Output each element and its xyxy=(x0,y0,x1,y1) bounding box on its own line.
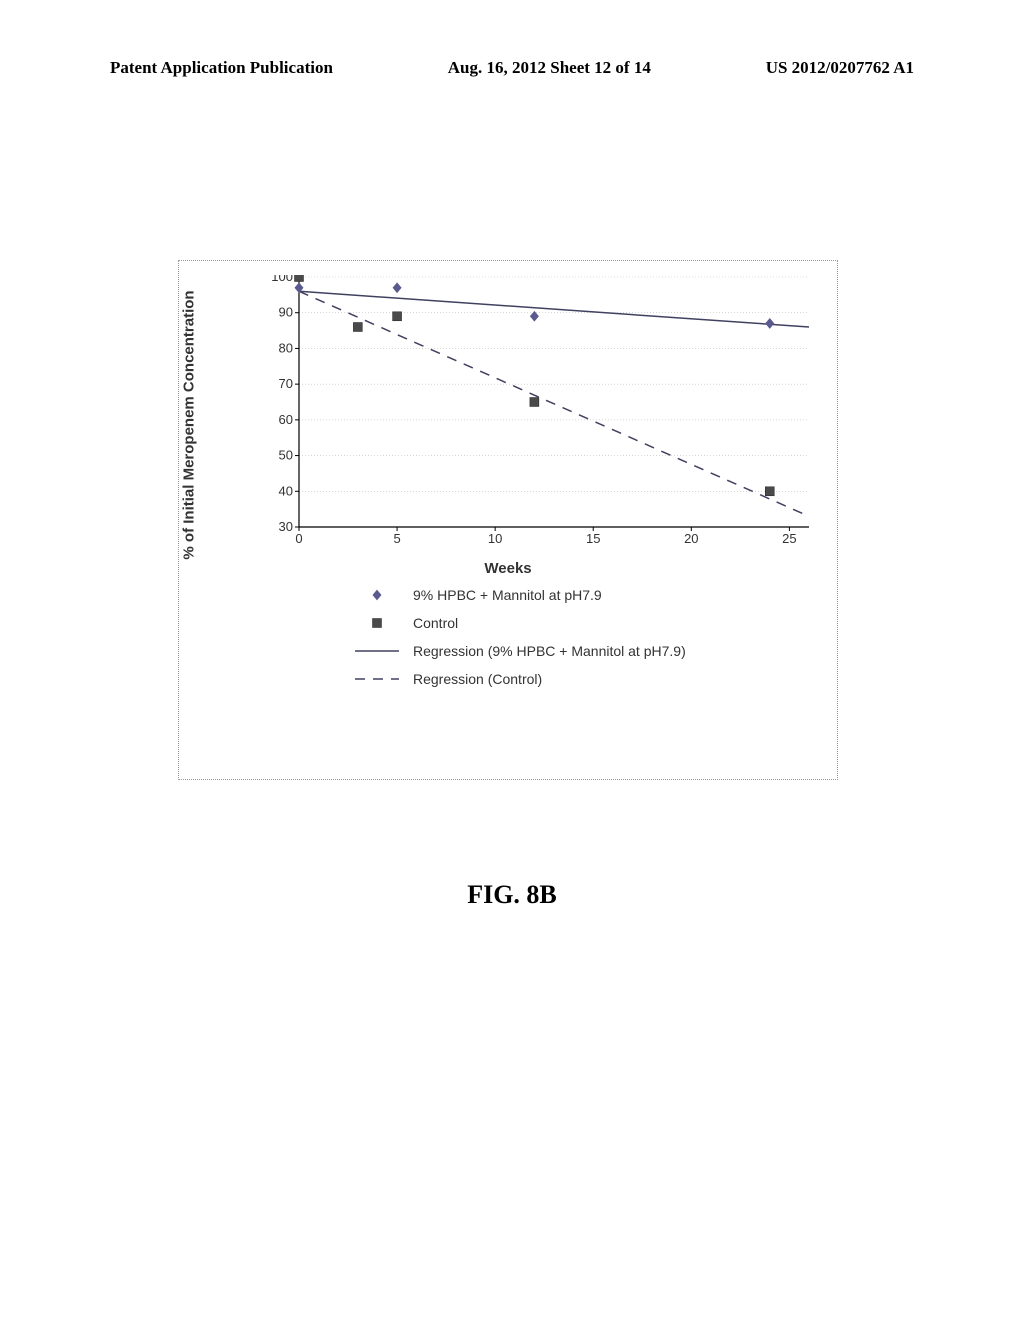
legend-row: Regression (9% HPBC + Mannitol at pH7.9) xyxy=(353,641,823,661)
y-tick-label: 100 xyxy=(271,275,293,284)
diamond-marker-icon xyxy=(530,311,539,322)
legend-row: Regression (Control) xyxy=(353,669,823,689)
x-tick-label: 10 xyxy=(488,531,502,545)
legend-symbol xyxy=(353,587,401,603)
y-tick-label: 30 xyxy=(279,519,293,534)
legend-label: Regression (Control) xyxy=(413,671,542,687)
regression-line xyxy=(299,291,809,327)
header-center: Aug. 16, 2012 Sheet 12 of 14 xyxy=(448,58,651,78)
x-tick-label: 15 xyxy=(586,531,600,545)
x-tick-label: 20 xyxy=(684,531,698,545)
header-left: Patent Application Publication xyxy=(110,58,333,78)
square-marker-icon xyxy=(295,275,304,282)
y-tick-label: 60 xyxy=(279,412,293,427)
x-tick-label: 0 xyxy=(295,531,302,545)
square-marker-icon xyxy=(530,398,539,407)
y-tick-label: 90 xyxy=(279,305,293,320)
legend-label: Regression (9% HPBC + Mannitol at pH7.9) xyxy=(413,643,686,659)
y-axis-title: % of Initial Meropenem Concentration xyxy=(181,290,198,559)
y-tick-label: 80 xyxy=(279,340,293,355)
square-marker-icon xyxy=(393,312,402,321)
y-tick-label: 50 xyxy=(279,448,293,463)
legend-symbol xyxy=(353,643,401,659)
header-right: US 2012/0207762 A1 xyxy=(766,58,914,78)
plot-region: 30 40 50 60 70 80 90 100 0 5 10 15 20 25 xyxy=(263,275,813,545)
chart-area: % of Initial Meropenem Concentration 304… xyxy=(193,275,823,575)
diamond-marker-icon xyxy=(373,590,382,601)
y-tick-label: 70 xyxy=(279,376,293,391)
legend-row: Control xyxy=(353,613,823,633)
square-marker-icon xyxy=(373,619,382,628)
regression-line xyxy=(299,291,809,516)
legend-symbol xyxy=(353,615,401,631)
legend-symbol xyxy=(353,671,401,687)
chart-svg: 30 40 50 60 70 80 90 100 0 5 10 15 20 25 xyxy=(263,275,813,545)
square-marker-icon xyxy=(765,487,774,496)
diamond-marker-icon xyxy=(765,318,774,329)
page-header: Patent Application Publication Aug. 16, … xyxy=(0,58,1024,78)
square-marker-icon xyxy=(353,323,362,332)
diamond-marker-icon xyxy=(393,282,402,293)
legend-row: 9% HPBC + Mannitol at pH7.9 xyxy=(353,585,823,605)
x-tick-label: 5 xyxy=(393,531,400,545)
x-tick-label: 25 xyxy=(782,531,796,545)
legend-label: Control xyxy=(413,615,458,631)
legend-label: 9% HPBC + Mannitol at pH7.9 xyxy=(413,587,602,603)
y-tick-label: 40 xyxy=(279,483,293,498)
x-axis-title: Weeks xyxy=(484,560,531,577)
legend: 9% HPBC + Mannitol at pH7.9 Control Regres… xyxy=(193,585,823,689)
figure-caption: FIG. 8B xyxy=(467,880,557,910)
chart-container: % of Initial Meropenem Concentration 30 4… xyxy=(178,260,838,780)
